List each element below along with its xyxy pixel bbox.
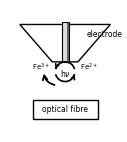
Text: optical fibre: optical fibre (42, 105, 88, 114)
Text: Fe$^{2+}$: Fe$^{2+}$ (80, 62, 98, 73)
Polygon shape (20, 24, 110, 62)
Bar (62, 22, 69, 62)
Bar (63, 22, 67, 62)
Text: h$\nu$: h$\nu$ (60, 68, 70, 79)
Text: electrode: electrode (87, 30, 123, 39)
Bar (67, 22, 69, 62)
Bar (33, 100, 98, 119)
Text: Fe$^{3+}$: Fe$^{3+}$ (32, 62, 50, 73)
Bar (62, 22, 63, 62)
